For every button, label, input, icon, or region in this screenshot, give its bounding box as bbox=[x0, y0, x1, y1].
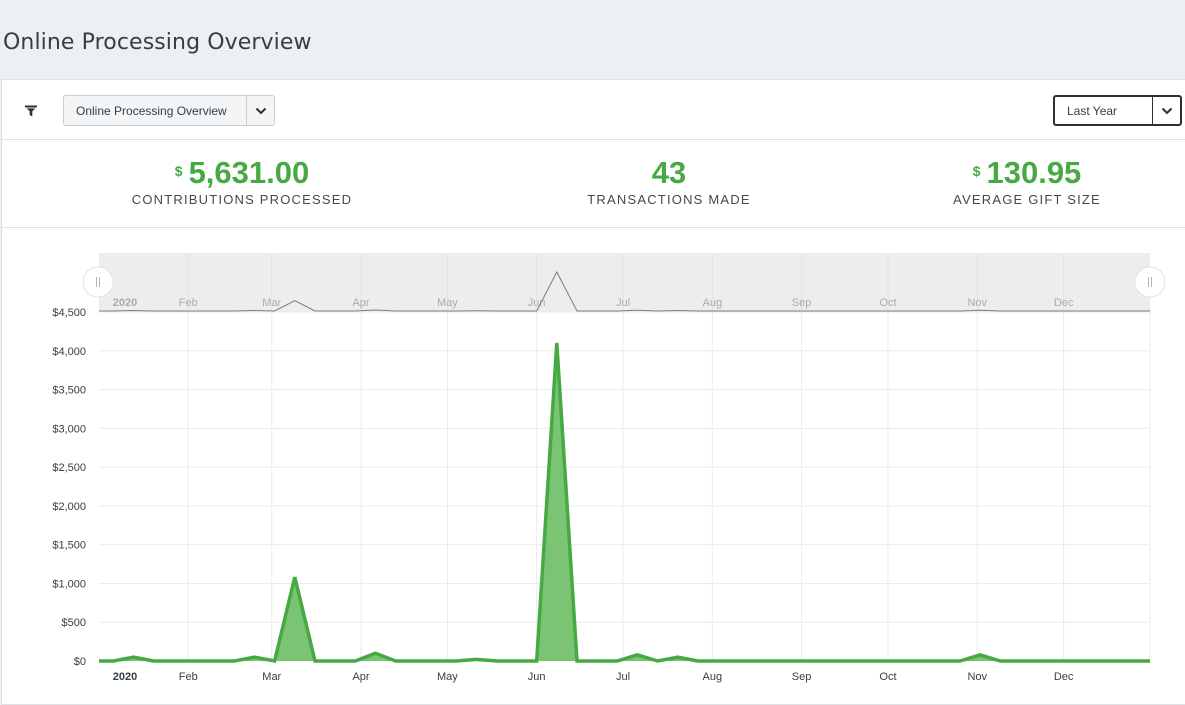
stat-contributions-label: CONTRIBUTIONS PROCESSED bbox=[131, 192, 353, 207]
filter-icon bbox=[25, 105, 37, 117]
toolbar: Online Processing Overview Last Year bbox=[2, 80, 1185, 140]
chart-plot bbox=[99, 342, 1150, 664]
y-tick-label: $1,500 bbox=[52, 540, 86, 552]
overview-panel: Online Processing Overview Last Year $5,… bbox=[1, 79, 1185, 705]
x-tick-label: Feb bbox=[179, 671, 198, 683]
report-select[interactable]: Online Processing Overview bbox=[63, 95, 275, 126]
x-tick-label: Apr bbox=[352, 671, 369, 683]
y-tick-label: $3,500 bbox=[52, 385, 86, 397]
stat-contributions-amount: 5,631.00 bbox=[188, 155, 310, 190]
stat-contributions-value: $5,631.00 bbox=[92, 154, 392, 192]
x-tick-label: May bbox=[437, 671, 458, 683]
navigator-background[interactable] bbox=[99, 253, 1150, 312]
navigator-tick-label: Aug bbox=[703, 297, 723, 309]
x-tick-label: Sep bbox=[792, 671, 812, 683]
y-tick-label: $3,000 bbox=[52, 423, 86, 435]
navigator-tick-label: Mar bbox=[262, 297, 281, 309]
navigator-tick-label: Sep bbox=[792, 297, 812, 309]
currency-symbol: $ bbox=[174, 163, 183, 179]
x-tick-label: Jul bbox=[616, 671, 630, 683]
y-tick-label: $4,500 bbox=[52, 307, 86, 319]
date-range-select[interactable]: Last Year bbox=[1053, 95, 1182, 126]
chart-grid bbox=[99, 311, 1151, 662]
y-tick-label: $500 bbox=[62, 617, 86, 629]
stat-transactions-label: TRANSACTIONS MADE bbox=[587, 192, 751, 207]
navigator-tick-label: Feb bbox=[179, 297, 198, 309]
x-tick-label: Aug bbox=[703, 671, 723, 683]
navigator[interactable]: 2020 Feb Mar Apr May Jun Jul Aug Sep Oct Nov Dec bbox=[99, 253, 1150, 312]
navigator-tick-label: Nov bbox=[967, 297, 987, 309]
report-select-value: Online Processing Overview bbox=[76, 103, 227, 118]
navigator-tick-label: 2020 bbox=[113, 297, 137, 309]
chevron-down-icon bbox=[246, 96, 274, 125]
x-tick-label: Oct bbox=[879, 671, 896, 683]
y-tick-label: $4,000 bbox=[52, 346, 86, 358]
navigator-tick-label: Jun bbox=[528, 297, 546, 309]
x-tick-label: 2020 bbox=[113, 671, 137, 683]
stat-average-gift-amount: 130.95 bbox=[986, 155, 1082, 190]
y-tick-label: $1,000 bbox=[52, 578, 86, 590]
navigator-tick-label: Oct bbox=[879, 297, 896, 309]
y-tick-label: $2,500 bbox=[52, 462, 86, 474]
series-line bbox=[99, 342, 1150, 664]
navigator-tick-label: Dec bbox=[1054, 297, 1074, 309]
stat-contributions: $5,631.00 CONTRIBUTIONS PROCESSED bbox=[92, 154, 392, 207]
navigator-handle-left[interactable] bbox=[82, 266, 114, 298]
y-tick-label: $2,000 bbox=[52, 501, 86, 513]
stat-transactions-value: 43 bbox=[519, 154, 819, 192]
y-tick-label: $0 bbox=[74, 656, 86, 668]
navigator-tick-label: Apr bbox=[352, 297, 369, 309]
series-area bbox=[99, 343, 1150, 661]
chevron-down-icon bbox=[1152, 97, 1180, 124]
stats-row: $5,631.00 CONTRIBUTIONS PROCESSED 43 TRA… bbox=[2, 140, 1185, 228]
x-tick-label: Dec bbox=[1054, 671, 1074, 683]
stat-transactions-amount: 43 bbox=[651, 155, 687, 190]
stat-average-gift-label: AVERAGE GIFT SIZE bbox=[953, 192, 1101, 207]
x-tick-label: Mar bbox=[262, 671, 281, 683]
navigator-tick-label: May bbox=[437, 297, 458, 309]
filter-button[interactable] bbox=[20, 100, 42, 122]
date-range-value: Last Year bbox=[1067, 103, 1118, 118]
stat-average-gift-value: $130.95 bbox=[877, 154, 1177, 192]
stat-transactions: 43 TRANSACTIONS MADE bbox=[519, 154, 819, 207]
navigator-handles[interactable] bbox=[82, 266, 1166, 298]
navigator-series-line bbox=[99, 270, 1150, 312]
x-tick-label: Nov bbox=[967, 671, 987, 683]
page-title: Online Processing Overview bbox=[3, 30, 312, 55]
x-tick-label: Jun bbox=[528, 671, 546, 683]
navigator-handle-right[interactable] bbox=[1134, 266, 1166, 298]
navigator-tick-label: Jul bbox=[616, 297, 630, 309]
stat-average-gift: $130.95 AVERAGE GIFT SIZE bbox=[877, 154, 1177, 207]
chart-axes: $0 $500 $1,000 $1,500 $2,000 $2,500 $3,000 $3,5… bbox=[52, 307, 1074, 683]
currency-symbol: $ bbox=[972, 163, 981, 179]
